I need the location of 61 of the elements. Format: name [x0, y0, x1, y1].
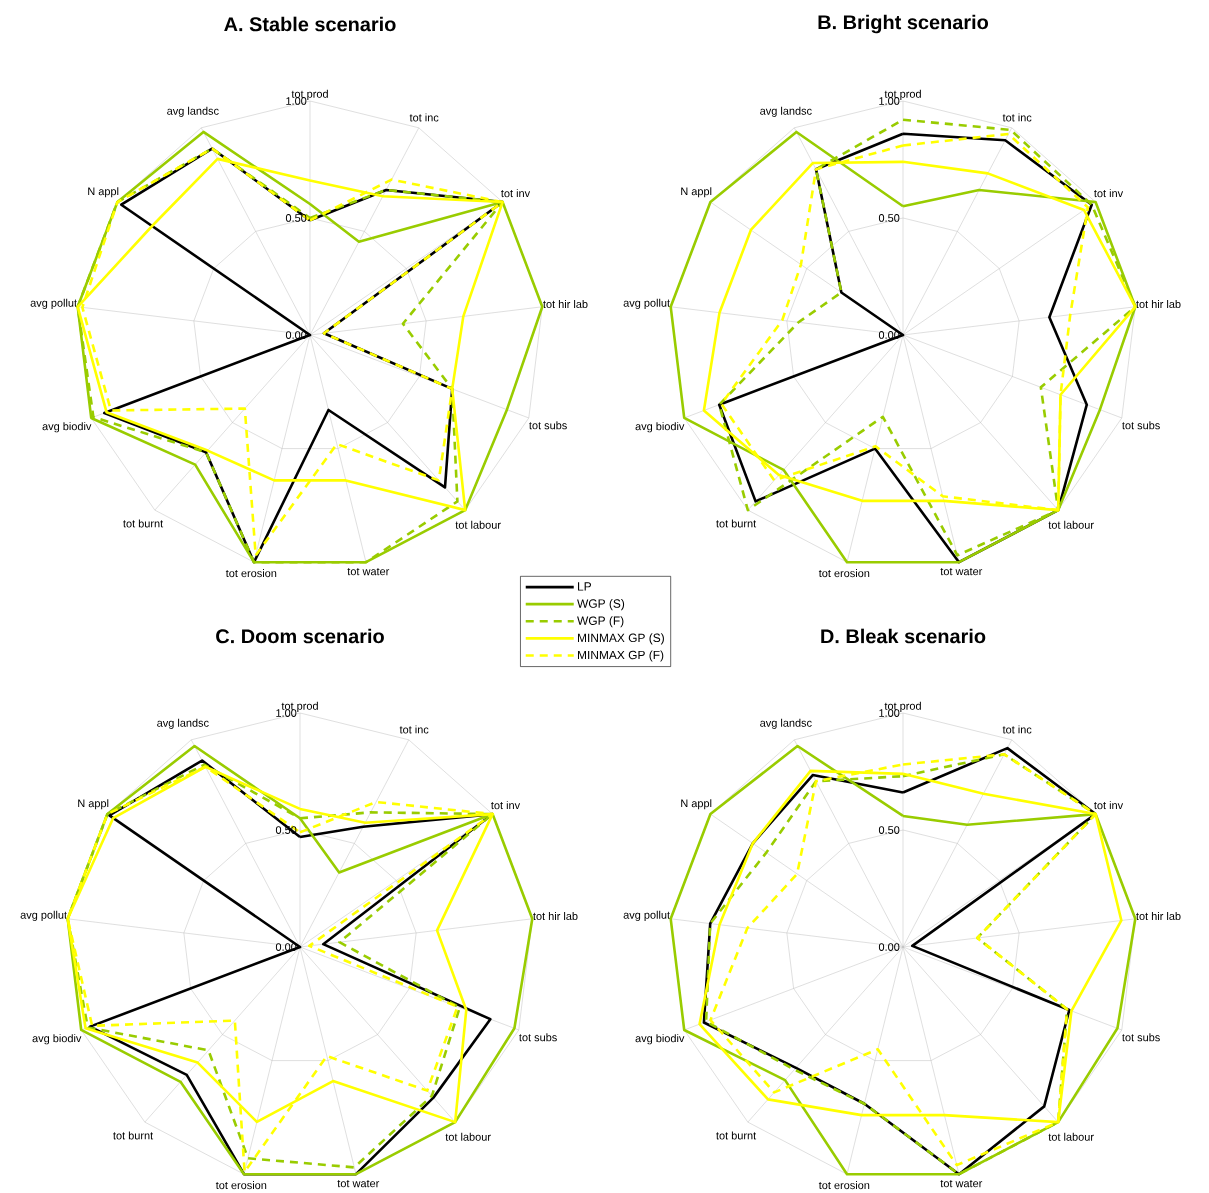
legend-label: WGP (S) [577, 599, 625, 611]
spoke-label: tot labour [1048, 520, 1094, 529]
spoke-label: tot inv [1094, 801, 1124, 810]
spoke-label: tot subs [529, 421, 567, 430]
spoke-label: N appl [681, 187, 712, 198]
spoke-label: tot erosion [225, 569, 277, 578]
spoke-label: tot burnt [123, 519, 164, 528]
spoke-label: tot inc [1002, 113, 1032, 122]
spoke-label: tot water [347, 568, 390, 576]
spoke-label: tot water [940, 568, 983, 576]
spoke-label: avg landsc [167, 106, 219, 117]
spoke-label: tot water [337, 1180, 380, 1188]
spoke-label: tot inv [1094, 189, 1124, 198]
spoke-label: tot labour [455, 520, 501, 529]
spoke-label: avg pollut [30, 298, 77, 309]
chart-title: D. Bleak scenario [821, 628, 986, 644]
spoke-label: tot erosion [818, 1181, 870, 1190]
spoke-label: avg pollut [623, 910, 670, 921]
spoke-label: tot burnt [716, 519, 757, 528]
spoke-label: tot subs [1122, 1033, 1160, 1042]
y-tick-label: 0.50 [285, 214, 307, 222]
spoke-label: tot inc [1002, 725, 1032, 734]
spoke-label: avg landsc [157, 718, 209, 729]
spoke-label: tot hir lab [543, 299, 588, 308]
spoke-label: avg pollut [20, 910, 67, 921]
spoke-label: avg biodiv [32, 1034, 82, 1045]
spoke-label: tot burnt [716, 1131, 757, 1140]
spoke-label: tot hir lab [1136, 299, 1181, 308]
legend-label: LP [578, 582, 592, 591]
spoke-label: tot hir lab [533, 911, 578, 921]
legend-label: WGP (F) [577, 616, 624, 628]
y-tick-label: 0.50 [878, 826, 900, 834]
spoke-label: tot subs [1122, 421, 1160, 430]
spoke-label: tot erosion [215, 1181, 267, 1190]
spoke-label: tot inv [501, 189, 531, 198]
chart-title: A. Stable scenario [224, 16, 396, 32]
spoke-label: tot labour [1048, 1132, 1094, 1141]
y-tick-label: 0.00 [878, 943, 900, 951]
spoke-label: tot burnt [113, 1131, 154, 1140]
spoke-label: tot inc [399, 725, 429, 734]
spoke-label: tot hir lab [1136, 911, 1181, 921]
legend-label: MINMAX GP (S) [578, 633, 664, 645]
spoke-label: avg biodiv [42, 422, 92, 433]
spoke-label: tot water [940, 1180, 983, 1188]
spoke-label: tot subs [519, 1033, 557, 1042]
legend-label: MINMAX GP (F) [578, 650, 664, 662]
y-tick-label: 0.50 [878, 214, 900, 222]
spoke-label: tot inc [409, 113, 439, 122]
spoke-label: tot inv [491, 801, 521, 810]
spoke-label: tot erosion [818, 569, 870, 578]
spoke-label: avg biodiv [635, 1034, 685, 1045]
chart-title: B. Bright scenario [818, 14, 989, 34]
spoke-label: tot labour [445, 1132, 491, 1141]
spoke-label: N appl [88, 187, 119, 198]
spoke-label: avg landsc [760, 718, 812, 729]
spoke-label: avg pollut [623, 298, 670, 309]
chart-title: C. Doom scenario [216, 628, 384, 644]
spoke-label: N appl [78, 799, 109, 810]
spoke-label: N appl [681, 799, 712, 810]
spoke-label: avg landsc [760, 106, 812, 117]
spoke-label: avg biodiv [635, 422, 685, 433]
